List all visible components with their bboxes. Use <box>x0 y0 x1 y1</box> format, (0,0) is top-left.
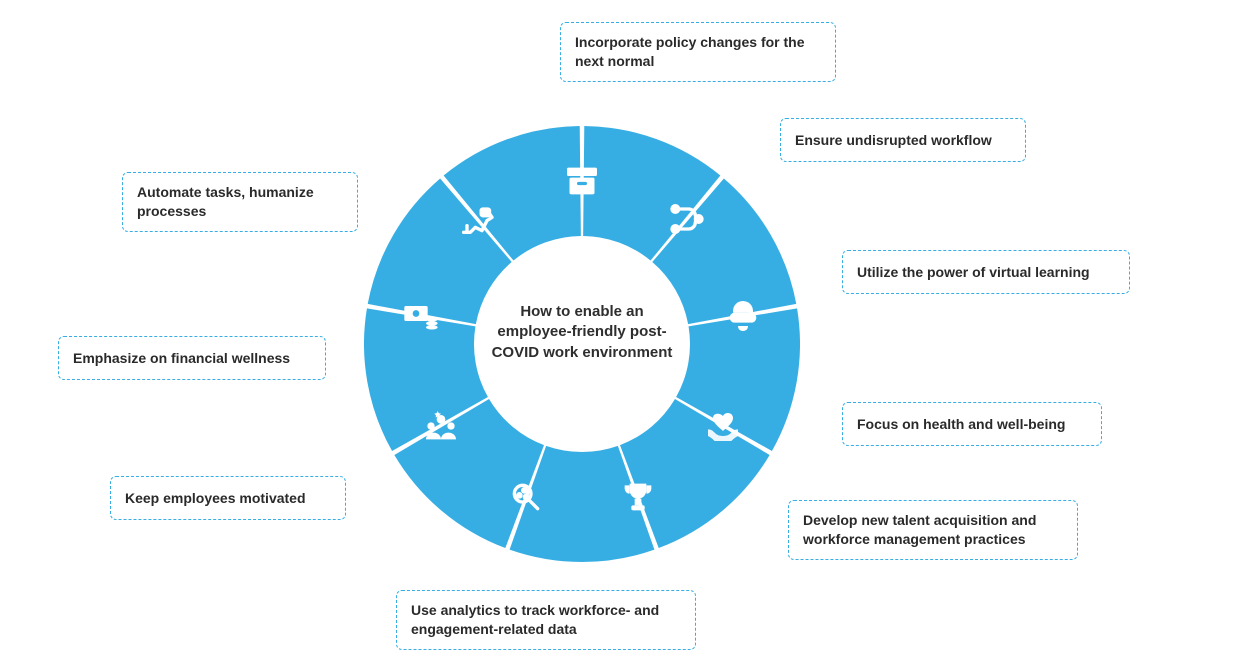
label-automate: Automate tasks, humanize processes <box>122 172 358 232</box>
label-analytics: Use analytics to track workforce- and en… <box>396 590 696 650</box>
label-virtual: Utilize the power of virtual learning <box>842 250 1130 294</box>
label-health: Focus on health and well-being <box>842 402 1102 446</box>
label-motivate: Keep employees motivated <box>110 476 346 520</box>
label-talent: Develop new talent acquisition and workf… <box>788 500 1078 560</box>
infographic-stage: How to enable an employee-friendly post-… <box>0 0 1241 664</box>
center-title: How to enable an employee-friendly post-… <box>487 302 677 363</box>
label-workflow: Ensure undisrupted workflow <box>780 118 1026 162</box>
label-policy: Incorporate policy changes for the next … <box>560 22 836 82</box>
label-financial: Emphasize on financial wellness <box>58 336 326 380</box>
